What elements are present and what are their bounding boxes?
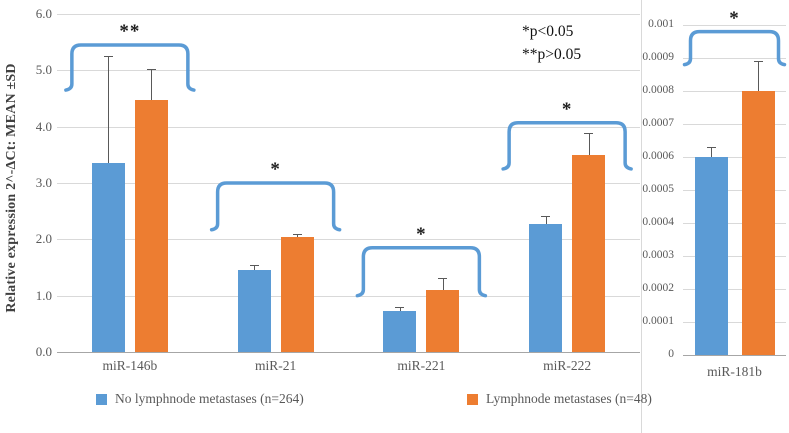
x-category-label: miR-21 [254, 358, 297, 373]
bar-miR-21-series0 [237, 270, 271, 352]
significance-key-line1: *p<0.05 [522, 23, 574, 40]
gridline [683, 190, 786, 191]
gridline [57, 70, 640, 71]
legend-item-metastases: Lymphnode metastases (n=48) [467, 391, 652, 407]
error-bar-line [151, 68, 153, 100]
error-bar-cap [753, 61, 763, 63]
y-tick-label: 1.0 [35, 287, 52, 303]
y-tick-label: 0.0009 [642, 50, 674, 63]
y-tick-label: 0.0003 [642, 248, 674, 261]
panel-divider-line [641, 0, 642, 433]
gridline [57, 183, 640, 184]
y-tick-label: 0.0004 [642, 215, 674, 228]
bar-miR-181b-series1 [741, 91, 775, 355]
legend-label-no-metastases: No lymphnode metastases (n=264) [115, 391, 304, 406]
x-axis-line [57, 352, 640, 353]
bar-miR-146b-series1 [134, 99, 168, 352]
y-tick-label: 2.0 [35, 230, 52, 246]
gridline [683, 124, 786, 125]
x-category-label: miR-146b [102, 358, 158, 373]
legend-swatch-orange-icon [467, 393, 478, 405]
error-bar-line [108, 56, 110, 164]
y-tick-label: 0.0008 [642, 83, 674, 96]
bar-miR-221-series1 [426, 290, 460, 352]
error-bar-cap [706, 147, 716, 149]
gridline [683, 223, 786, 224]
bar-miR-222-series0 [529, 223, 563, 352]
y-tick-label: 3.0 [35, 174, 52, 190]
gridline [57, 14, 640, 15]
error-bar-cap [584, 133, 594, 135]
significance-star-miR-21: * [270, 159, 281, 180]
significance-key-line2: **p>0.05 [522, 46, 582, 63]
legend-swatch-blue-icon [96, 393, 107, 405]
y-tick-label: 5.0 [35, 61, 52, 77]
gridline [683, 157, 786, 158]
error-bar-cap [103, 56, 113, 58]
y-tick-label: 0.0007 [642, 116, 674, 129]
error-bar-line [711, 147, 712, 157]
bar-miR-221-series0 [383, 310, 417, 352]
x-category-label: miR-181b [707, 364, 762, 379]
gridline [683, 25, 786, 26]
error-bar-line [545, 215, 547, 224]
error-bar-line [399, 307, 401, 311]
significance-star-miR-181b: * [729, 7, 740, 29]
error-bar-cap [541, 215, 551, 217]
error-bar-line [588, 133, 590, 155]
bar-miR-146b-series0 [91, 163, 125, 352]
error-bar-line [442, 278, 444, 291]
error-bar-cap [249, 264, 259, 266]
legend-label-metastases: Lymphnode metastases (n=48) [486, 391, 652, 406]
bar-miR-21-series1 [280, 236, 314, 352]
error-bar-cap [395, 307, 405, 309]
significance-star-miR-146b: ** [119, 20, 141, 42]
significance-bracket-miR-221 [355, 246, 488, 298]
error-bar-line [297, 233, 299, 237]
bar-miR-181b-series0 [694, 157, 728, 355]
y-tick-label: 0.0 [35, 343, 52, 359]
gridline [683, 256, 786, 257]
gridline [57, 127, 640, 128]
y-tick-label: 0.0005 [642, 182, 674, 195]
significance-star-miR-222: * [561, 98, 573, 120]
significance-bracket-miR-222 [501, 120, 633, 171]
error-bar-cap [292, 233, 302, 235]
significance-bracket-miR-181b [682, 29, 787, 67]
error-bar-cap [146, 68, 156, 70]
x-axis-line [683, 355, 786, 356]
gridline [57, 239, 640, 240]
significance-key: *p<0.05 **p>0.05 [522, 20, 581, 66]
y-tick-label: 0.0002 [642, 281, 674, 294]
x-category-label: miR-222 [543, 358, 592, 373]
significance-bracket-miR-21 [209, 181, 342, 232]
gridline [683, 91, 786, 92]
gridline [57, 296, 640, 297]
gridline [683, 58, 786, 59]
gridline [683, 289, 786, 290]
error-bar-cap [438, 278, 448, 280]
y-tick-label: 0.0001 [642, 314, 674, 327]
error-bar-line [254, 264, 256, 271]
error-bar-line [758, 61, 759, 91]
bar-miR-222-series1 [572, 154, 606, 352]
gridline [683, 322, 786, 323]
significance-star-miR-221: * [416, 223, 427, 245]
y-tick-label: 4.0 [35, 118, 52, 134]
legend-item-no-metastases: No lymphnode metastases (n=264) [96, 391, 304, 407]
y-tick-label: 6.0 [35, 5, 52, 21]
significance-bracket-miR-146b [64, 43, 196, 92]
y-tick-label: 0 [668, 347, 674, 360]
y-tick-label: 0.001 [648, 17, 674, 30]
y-tick-label: 0.0006 [642, 149, 674, 162]
x-category-label: miR-221 [397, 358, 446, 373]
